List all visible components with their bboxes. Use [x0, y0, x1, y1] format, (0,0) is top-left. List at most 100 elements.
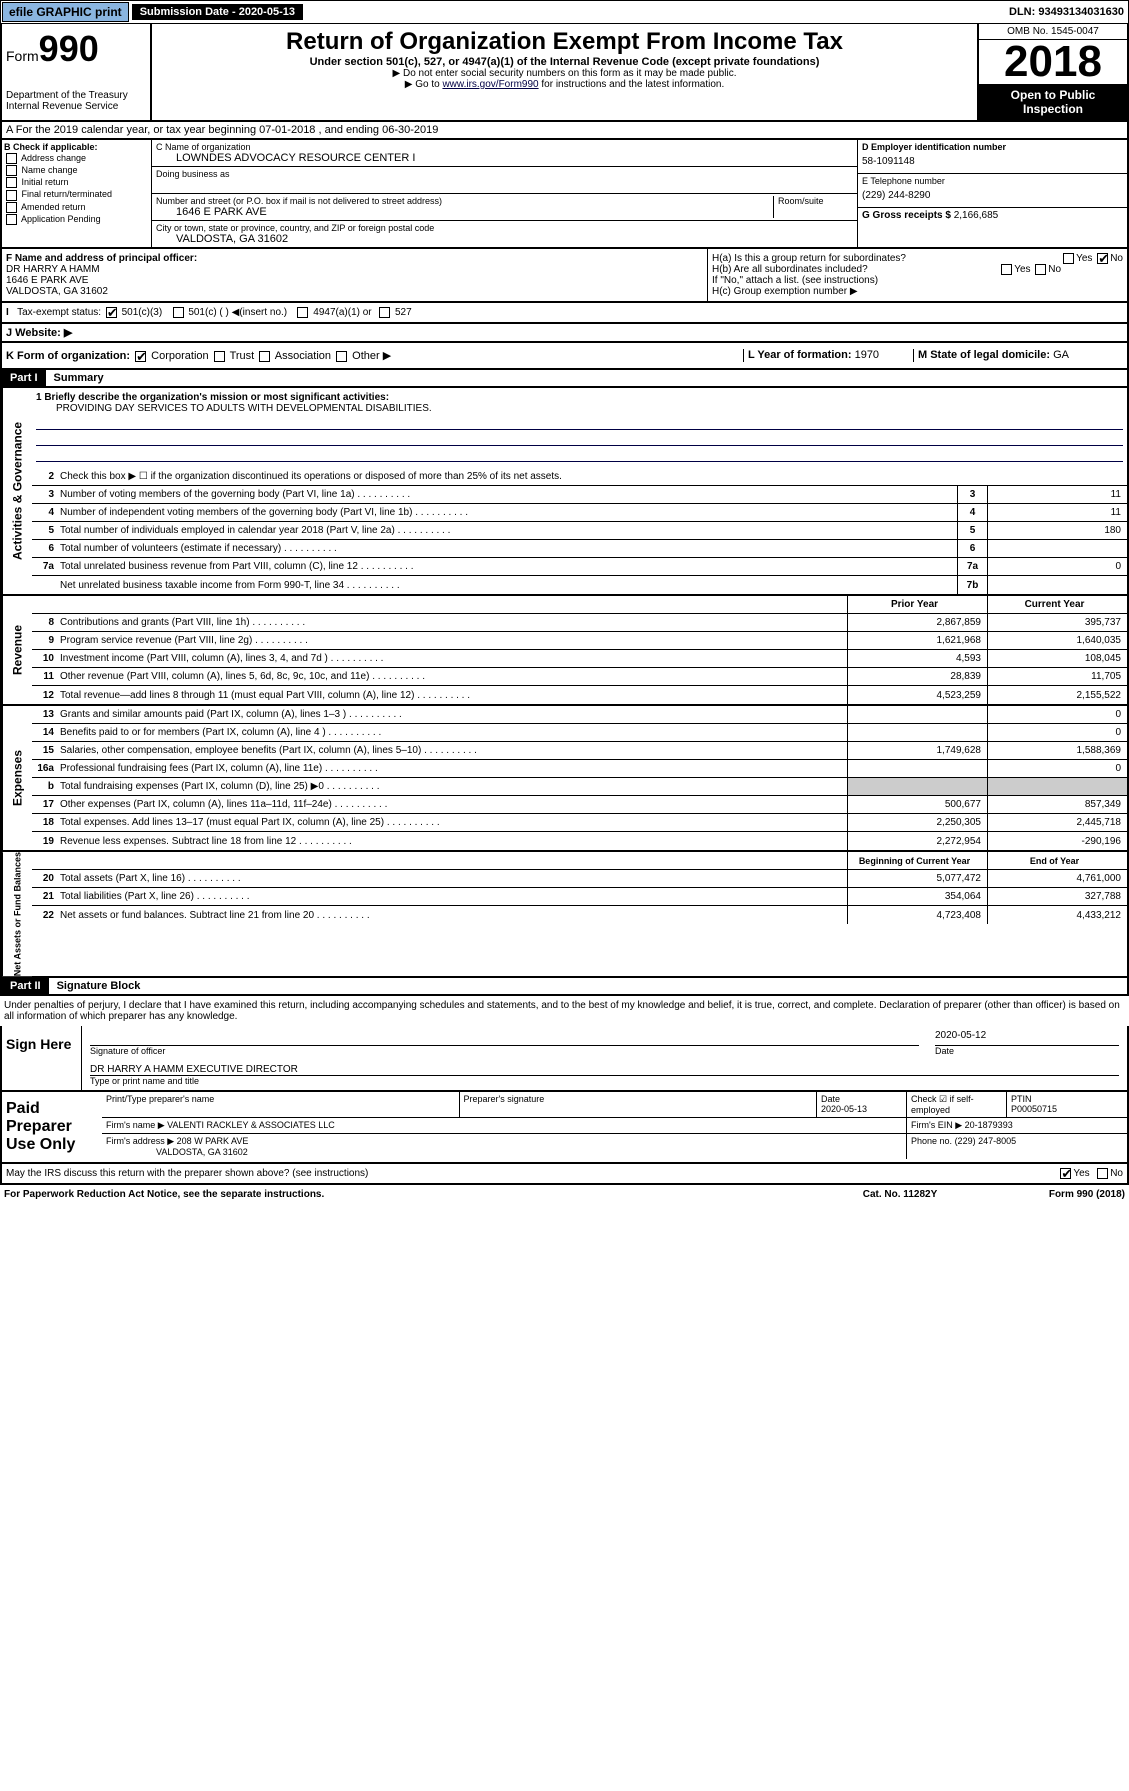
checkbox-527[interactable]: [379, 307, 390, 318]
firm-addr: 208 W PARK AVE: [177, 1136, 249, 1146]
side-expenses: Expenses: [2, 706, 32, 850]
top-bar: efile GRAPHIC print Submission Date - 20…: [0, 0, 1129, 24]
officer-label: F Name and address of principal officer:: [6, 253, 703, 264]
checkbox-corp[interactable]: [135, 351, 146, 362]
ein-label: D Employer identification number: [862, 142, 1123, 152]
tax-year: 2018: [979, 40, 1127, 84]
table-row: 9Program service revenue (Part VIII, lin…: [32, 632, 1127, 650]
city-label: City or town, state or province, country…: [156, 223, 853, 233]
org-name: LOWNDES ADVOCACY RESOURCE CENTER I: [156, 152, 853, 164]
discuss-row: May the IRS discuss this return with the…: [0, 1164, 1129, 1185]
table-row: 22Net assets or fund balances. Subtract …: [32, 906, 1127, 924]
checkbox-assoc[interactable]: [259, 351, 270, 362]
table-row: 12Total revenue—add lines 8 through 11 (…: [32, 686, 1127, 704]
cat-no: Cat. No. 11282Y: [825, 1189, 975, 1200]
efile-button[interactable]: efile GRAPHIC print: [2, 2, 129, 22]
discuss-yes[interactable]: [1060, 1168, 1071, 1179]
table-row: 8Contributions and grants (Part VIII, li…: [32, 614, 1127, 632]
phone-label: E Telephone number: [862, 176, 1123, 186]
org-name-label: C Name of organization: [156, 142, 853, 152]
table-row: 20Total assets (Part X, line 16)5,077,47…: [32, 870, 1127, 888]
sign-block: Sign Here Signature of officer 2020-05-1…: [0, 1026, 1129, 1092]
paid-preparer-label: Paid Preparer Use Only: [2, 1092, 102, 1162]
hb-note: If "No," attach a list. (see instruction…: [712, 275, 1123, 286]
irs-link[interactable]: www.irs.gov/Form990: [442, 79, 538, 90]
table-row: 21Total liabilities (Part X, line 26)354…: [32, 888, 1127, 906]
checkbox-amended[interactable]: Amended return: [4, 202, 149, 213]
note-ssn: ▶ Do not enter social security numbers o…: [156, 68, 973, 79]
table-row: 16aProfessional fundraising fees (Part I…: [32, 760, 1127, 778]
row-a-tax-year: A For the 2019 calendar year, or tax yea…: [0, 122, 1129, 140]
officer-name: DR HARRY A HAMM: [6, 264, 703, 275]
open-public-badge: Open to Public Inspection: [979, 84, 1127, 120]
checkbox-trust[interactable]: [214, 351, 225, 362]
form-header: Form990 Department of the Treasury Inter…: [0, 24, 1129, 122]
dln-label: DLN: 93493134031630: [1009, 6, 1128, 18]
sign-here-label: Sign Here: [2, 1026, 82, 1090]
table-row: 10Investment income (Part VIII, column (…: [32, 650, 1127, 668]
submission-date: Submission Date - 2020-05-13: [132, 4, 303, 20]
table-row: 6Total number of volunteers (estimate if…: [32, 540, 1127, 558]
room-label: Room/suite: [778, 196, 853, 206]
perjury-text: Under penalties of perjury, I declare th…: [0, 996, 1129, 1026]
table-row: 15Salaries, other compensation, employee…: [32, 742, 1127, 760]
governance-section: Activities & Governance 1 Briefly descri…: [0, 388, 1129, 596]
side-net-assets: Net Assets or Fund Balances: [2, 852, 32, 976]
sig-officer-label: Signature of officer: [90, 1046, 919, 1056]
table-row: 17Other expenses (Part IX, column (A), l…: [32, 796, 1127, 814]
side-revenue: Revenue: [2, 596, 32, 704]
table-row: 14Benefits paid to or for members (Part …: [32, 724, 1127, 742]
gross-value: 2,166,685: [954, 210, 999, 221]
part-i-header: Part ISummary: [0, 370, 1129, 388]
table-row: Net unrelated business taxable income fr…: [32, 576, 1127, 594]
paid-preparer-block: Paid Preparer Use Only Print/Type prepar…: [0, 1092, 1129, 1164]
gross-label: G Gross receipts $: [862, 210, 951, 221]
form-title: Return of Organization Exempt From Incom…: [156, 28, 973, 56]
firm-phone: (229) 247-8005: [955, 1136, 1017, 1146]
row-j-website: J Website: ▶: [0, 324, 1129, 343]
table-row: 5Total number of individuals employed in…: [32, 522, 1127, 540]
section-bcd: B Check if applicable: Address change Na…: [0, 140, 1129, 249]
footer-final: For Paperwork Reduction Act Notice, see …: [0, 1185, 1129, 1204]
discuss-no[interactable]: [1097, 1168, 1108, 1179]
table-row: bTotal fundraising expenses (Part IX, co…: [32, 778, 1127, 796]
row-i: I Tax-exempt status: 501(c)(3) 501(c) ( …: [0, 303, 1129, 324]
col-b-checkboxes: B Check if applicable: Address change Na…: [2, 140, 152, 247]
name-title-label: Type or print name and title: [90, 1076, 1119, 1086]
officer-addr2: VALDOSTA, GA 31602: [6, 286, 703, 297]
checkbox-4947[interactable]: [297, 307, 308, 318]
dba-label: Doing business as: [156, 169, 853, 179]
checkbox-501c3[interactable]: [106, 307, 117, 318]
checkbox-501c[interactable]: [173, 307, 184, 318]
mission-text: PROVIDING DAY SERVICES TO ADULTS WITH DE…: [36, 403, 1123, 414]
hc-question: H(c) Group exemption number ▶: [712, 286, 1123, 297]
checkbox-name-change[interactable]: Name change: [4, 165, 149, 176]
table-row: 3Number of voting members of the governi…: [32, 486, 1127, 504]
firm-ein: 20-1879393: [965, 1120, 1013, 1130]
row-fh: F Name and address of principal officer:…: [0, 249, 1129, 303]
ein-value: 58-1091148: [862, 152, 1123, 171]
checkbox-final-return[interactable]: Final return/terminated: [4, 189, 149, 200]
checkbox-initial-return[interactable]: Initial return: [4, 177, 149, 188]
table-row: 18Total expenses. Add lines 13–17 (must …: [32, 814, 1127, 832]
ptin: P00050715: [1011, 1104, 1057, 1114]
table-row: 4Number of independent voting members of…: [32, 504, 1127, 522]
revenue-section: Revenue Prior Year Current Year 8Contrib…: [0, 596, 1129, 706]
dept-label: Department of the Treasury: [6, 90, 146, 101]
firm-city: VALDOSTA, GA 31602: [156, 1147, 248, 1157]
sig-date: 2020-05-12: [935, 1030, 1119, 1046]
checkbox-address-change[interactable]: Address change: [4, 153, 149, 164]
phone-value: (229) 244-8290: [862, 186, 1123, 205]
row-k: K Form of organization: Corporation Trus…: [0, 343, 1129, 370]
street-address: 1646 E PARK AVE: [156, 206, 773, 218]
checkbox-pending[interactable]: Application Pending: [4, 214, 149, 225]
officer-printed-name: DR HARRY A HAMM EXECUTIVE DIRECTOR: [90, 1064, 1119, 1076]
officer-addr1: 1646 E PARK AVE: [6, 275, 703, 286]
state-domicile: GA: [1053, 349, 1069, 361]
prep-date: 2020-05-13: [821, 1104, 867, 1114]
checkbox-other[interactable]: [336, 351, 347, 362]
sig-date-label: Date: [935, 1046, 1119, 1056]
expenses-section: Expenses 13Grants and similar amounts pa…: [0, 706, 1129, 852]
form-subtitle: Under section 501(c), 527, or 4947(a)(1)…: [156, 56, 973, 68]
table-row: 7aTotal unrelated business revenue from …: [32, 558, 1127, 576]
